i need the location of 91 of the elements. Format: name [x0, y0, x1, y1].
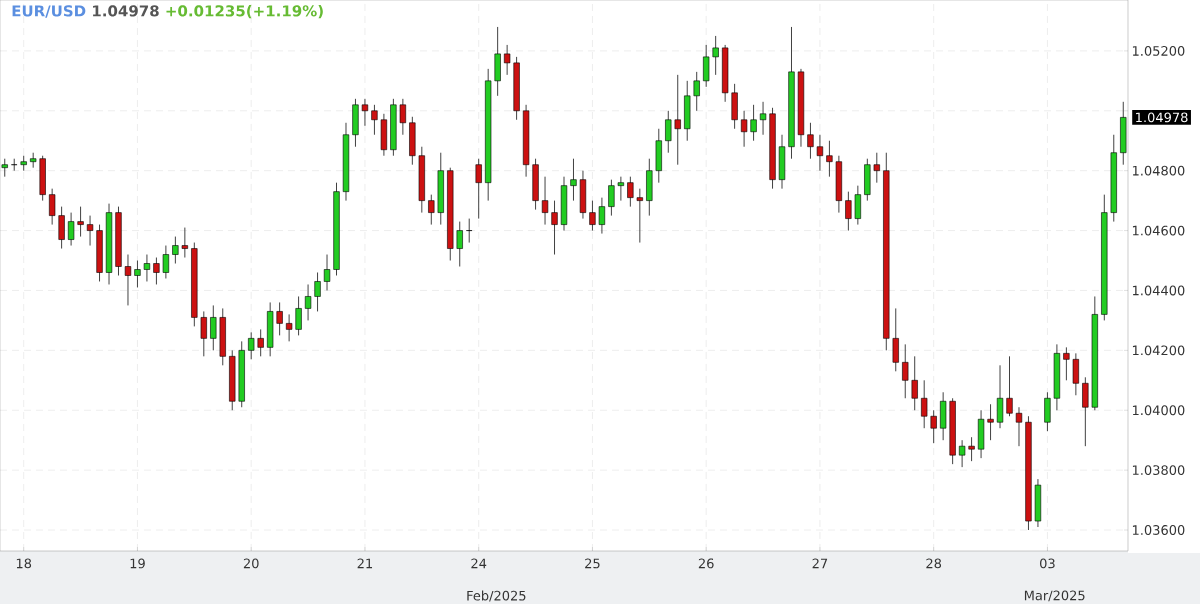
candlestick [304, 283, 312, 321]
y-tick-label: 1.04400 [1132, 285, 1185, 296]
candlestick [930, 409, 937, 444]
x-tick-label: 20 [243, 558, 259, 569]
candlestick [816, 134, 824, 172]
candlestick [49, 188, 56, 226]
candlestick [124, 254, 132, 306]
x-tick-label: 26 [698, 558, 714, 569]
text: Mar/2025 [1024, 590, 1085, 602]
candlestick [399, 98, 407, 136]
candlestick [740, 110, 748, 148]
candlestick [873, 152, 880, 184]
candlestick [996, 364, 1004, 429]
chart-subtitle: 1.04978 [93, 5, 159, 17]
x-tick-label: 25 [585, 558, 600, 569]
candlestick [958, 439, 966, 468]
candlestick [627, 176, 634, 208]
candlestick [1044, 391, 1051, 432]
candlestick [1015, 406, 1023, 447]
candlestick [428, 194, 435, 226]
candlestick [210, 304, 217, 351]
candlestick [911, 355, 918, 411]
candlestick [968, 436, 975, 462]
x-tick-label: 03 [1040, 558, 1055, 569]
candlestick [503, 44, 511, 76]
candlestick [276, 301, 283, 336]
candlestick [58, 206, 65, 250]
candlestick [902, 343, 909, 399]
y-tick-label: 1.04600 [1132, 225, 1185, 236]
candlestick [665, 110, 672, 154]
candlestick [162, 245, 170, 279]
y-tick-label: 1.05200 [1132, 45, 1185, 56]
candlestick [1072, 352, 1079, 396]
candlestick [674, 74, 681, 166]
candlestick [1063, 346, 1070, 381]
candlestick [807, 122, 814, 160]
y-tick-label: 1.03800 [1132, 465, 1185, 476]
candlestick [1082, 376, 1089, 447]
chart-title: EUR/USD [12, 5, 86, 18]
y-tick-label: 1.04200 [1132, 345, 1185, 356]
candlestick [314, 272, 321, 312]
annotation: +0.01235(+1.19%) [166, 4, 323, 19]
candlestick [172, 236, 179, 265]
x-tick-label: 27 [812, 558, 828, 569]
candlestick [153, 257, 160, 285]
candlestick [475, 158, 482, 220]
candlestick [200, 310, 207, 357]
candlestick [77, 206, 84, 238]
candlestick [921, 379, 928, 429]
candlestick [892, 307, 899, 372]
candlestick [248, 331, 255, 360]
candlestick [1006, 355, 1013, 417]
candlestick [617, 176, 625, 202]
candlestick [826, 140, 833, 178]
candlestick [551, 200, 558, 256]
text: 1.04978 [1136, 112, 1188, 123]
y-tick-label: 1.04800 [1132, 165, 1185, 176]
y-tick-label: 1.04000 [1132, 405, 1185, 416]
x-tick-label: 24 [471, 558, 487, 569]
candlestick [693, 71, 700, 112]
candlestick [456, 221, 463, 268]
candlestick [134, 260, 141, 288]
candlestick [371, 104, 378, 136]
candlestick [703, 44, 710, 88]
y-tick-label: 1.03600 [1132, 525, 1185, 535]
candlestick [570, 158, 577, 202]
x-tick-label: 28 [926, 558, 942, 569]
candlestick [712, 35, 719, 76]
x-tick-label: 19 [130, 558, 145, 569]
candlestick [598, 197, 606, 235]
candlestick [636, 188, 643, 244]
candlestick [67, 212, 75, 247]
candlestick [86, 215, 94, 247]
candlestick [541, 176, 549, 226]
x-tick-label: 21 [357, 558, 373, 569]
candlestick [987, 403, 994, 441]
candlestick [181, 227, 188, 259]
candlestick [143, 254, 151, 282]
candlestick [295, 295, 302, 336]
candlestick [759, 101, 767, 136]
text: Feb/2025 [467, 590, 526, 602]
candlestick [845, 191, 852, 232]
candlestick [257, 328, 264, 357]
candlestick [589, 200, 596, 232]
candlestick [854, 185, 861, 226]
candlestick [608, 179, 615, 217]
x-tick-label: 18 [16, 558, 32, 569]
candlestick [285, 313, 293, 342]
candlestick [323, 254, 331, 291]
candlestick [361, 98, 369, 127]
candlestick [750, 104, 757, 142]
